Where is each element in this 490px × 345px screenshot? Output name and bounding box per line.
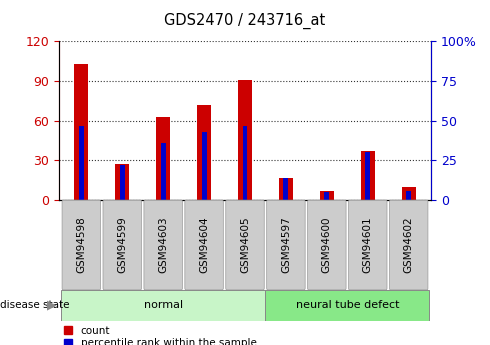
Bar (156, 117, 171, 200)
Text: GSM94605: GSM94605 (240, 217, 250, 273)
Text: neural tube defect: neural tube defect (295, 300, 399, 310)
Bar (401, 187, 416, 200)
Text: GSM94603: GSM94603 (158, 217, 168, 273)
FancyBboxPatch shape (103, 200, 142, 290)
Bar (120, 165, 124, 200)
Bar (284, 178, 289, 200)
Bar (201, 132, 206, 200)
Text: GSM94600: GSM94600 (322, 217, 332, 273)
FancyBboxPatch shape (390, 200, 428, 290)
Text: GSM94598: GSM94598 (76, 217, 86, 273)
Bar (74, 64, 89, 200)
FancyBboxPatch shape (267, 200, 305, 290)
Legend: count, percentile rank within the sample: count, percentile rank within the sample (64, 326, 257, 345)
FancyBboxPatch shape (266, 290, 429, 321)
FancyBboxPatch shape (61, 290, 266, 321)
Text: GSM94602: GSM94602 (404, 217, 414, 273)
Text: GDS2470 / 243716_at: GDS2470 / 243716_at (164, 13, 326, 29)
Text: normal: normal (144, 300, 183, 310)
Bar (319, 191, 334, 200)
FancyBboxPatch shape (226, 200, 264, 290)
Bar (79, 126, 84, 200)
Bar (324, 192, 329, 200)
Text: disease state: disease state (0, 300, 70, 310)
Text: GSM94597: GSM94597 (281, 217, 291, 273)
Bar (279, 178, 293, 200)
Bar (115, 164, 129, 200)
FancyBboxPatch shape (185, 200, 223, 290)
Bar (366, 152, 370, 200)
Text: GSM94601: GSM94601 (363, 217, 373, 273)
FancyBboxPatch shape (62, 200, 100, 290)
Text: GSM94604: GSM94604 (199, 217, 209, 273)
Text: ▶: ▶ (47, 299, 56, 312)
Bar (197, 105, 211, 200)
Bar (361, 151, 375, 200)
Bar (406, 190, 411, 200)
FancyBboxPatch shape (348, 200, 387, 290)
FancyBboxPatch shape (308, 200, 346, 290)
Bar (238, 80, 252, 200)
Text: GSM94599: GSM94599 (117, 217, 127, 273)
Bar (243, 126, 247, 200)
FancyBboxPatch shape (144, 200, 182, 290)
Bar (161, 143, 166, 200)
